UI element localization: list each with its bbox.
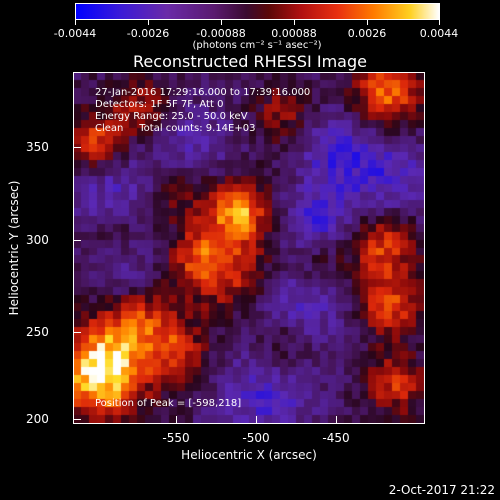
y-tick-label: 300 xyxy=(26,233,49,247)
colorbar-label: 0.0044 xyxy=(419,27,459,40)
colorbar-label: -0.00088 xyxy=(196,27,246,40)
detectors: Detectors: 1F 5F 7F, Att 0 xyxy=(95,99,224,110)
image-canvas xyxy=(74,73,424,423)
colorbar-label: 0.0026 xyxy=(347,27,387,40)
clean-counts: Clean Total counts: 9.14E+03 xyxy=(95,123,256,134)
x-tick-label: -550 xyxy=(162,431,190,445)
y-tick-label: 250 xyxy=(26,325,49,339)
colorbar xyxy=(75,3,440,20)
colorbar-tick xyxy=(367,20,368,25)
energy-range: Energy Range: 25.0 - 50.0 keV xyxy=(95,111,248,122)
x-tick-label: -450 xyxy=(322,431,350,445)
y-axis-label: Heliocentric Y (arcsec) xyxy=(7,180,21,316)
y-tick-mark xyxy=(74,240,81,241)
x-tick-label: -500 xyxy=(242,431,270,445)
colorbar-label: -0.0044 xyxy=(53,27,97,40)
colorbar-tick xyxy=(75,20,76,25)
y-tick-label: 350 xyxy=(26,140,49,154)
colorbar-tick xyxy=(439,20,440,25)
colorbar-tick xyxy=(221,20,222,25)
peak-position: Position of Peak = [-598,218] xyxy=(95,398,242,409)
colorbar-tick xyxy=(294,20,295,25)
x-tick-mark xyxy=(256,416,257,423)
y-tick-mark xyxy=(74,419,81,420)
x-axis-label: Heliocentric X (arcsec) xyxy=(181,448,317,462)
y-tick-mark xyxy=(74,147,81,148)
image-title: Reconstructed RHESSI Image xyxy=(133,52,367,71)
rhessi-image xyxy=(73,72,425,424)
x-tick-mark xyxy=(336,416,337,423)
y-tick-label: 200 xyxy=(26,412,49,426)
colorbar-units: (photons cm⁻² s⁻¹ asec⁻²) xyxy=(192,40,322,51)
colorbar-label: 0.00088 xyxy=(271,27,317,40)
timestamp: 2-Oct-2017 21:22 xyxy=(388,483,495,497)
colorbar-label: -0.0026 xyxy=(126,27,170,40)
x-tick-mark xyxy=(176,416,177,423)
colorbar-tick xyxy=(148,20,149,25)
y-tick-mark xyxy=(74,332,81,333)
time-range: 27-Jan-2016 17:29:16.000 to 17:39:16.000 xyxy=(95,87,311,98)
